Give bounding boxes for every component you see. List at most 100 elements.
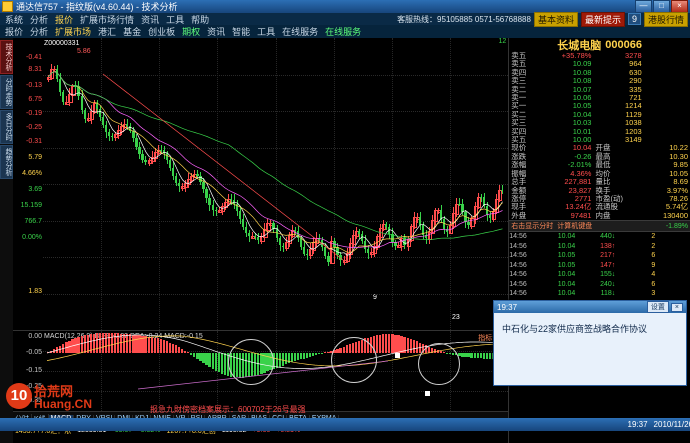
rail-item-multiday[interactable]: 多日分时 xyxy=(0,110,13,144)
tab-online-service[interactable]: 在线服务 xyxy=(322,25,364,38)
tab-options[interactable]: 资讯 xyxy=(204,25,228,38)
tick-row[interactable]: 14:56 10.05 217↑ 6 xyxy=(509,251,690,261)
news-popup[interactable]: 19:37 设置 × 中石化与22家供应商签战略合作协议 xyxy=(493,300,687,386)
quote-row: 卖一 10.06 721 xyxy=(509,94,690,102)
tick-volume: 6 xyxy=(615,251,655,261)
tab-ext-market[interactable]: 扩展市场 xyxy=(52,25,94,38)
news-popup-settings-button[interactable]: 设置 xyxy=(647,301,669,313)
tab-analysis[interactable]: 分析 xyxy=(27,25,51,38)
price-axis-left: -0.41 8.31 -0.13 6.75 -0.19 -0.25 -0.31 … xyxy=(13,38,43,330)
quote-row: 买四 10.01 1203 xyxy=(509,128,690,136)
tick-change: 217↑ xyxy=(575,251,615,261)
macd-marker xyxy=(395,353,400,358)
price-plot[interactable]: Z00000331 5.86 9 23 12 xyxy=(43,38,508,330)
panel-bar-left[interactable]: 右击显示分时 xyxy=(511,221,553,231)
pill-count[interactable]: 9 xyxy=(628,13,641,25)
axis-label-9: 3.69 xyxy=(28,186,42,193)
tick-volume: 2 xyxy=(615,232,655,242)
axis-label-7: 5.79 xyxy=(28,154,42,161)
tick-time: 14:56 xyxy=(509,261,535,271)
menu-bar[interactable]: 系统 分析 报价 扩展市场行情 资讯 工具 帮助 客服热线：95105885 0… xyxy=(0,13,690,25)
tick-list[interactable]: 14:56 10.04 440↓ 2 14:56 10.04 138↑ 2 14:56 10.05… xyxy=(509,232,690,299)
panel-bar-mid[interactable]: 计算机键盘 xyxy=(557,221,592,231)
tab-fund[interactable]: 创业板 xyxy=(145,25,178,38)
menu-item-news[interactable]: 资讯 xyxy=(138,13,162,26)
pill-hk-quote[interactable]: 港股行情 xyxy=(644,12,688,27)
axis-label-10: 15.159 xyxy=(21,202,42,209)
watermark-line2: Huang.CN xyxy=(34,397,92,411)
menu-item-system[interactable]: 系统 xyxy=(2,13,26,26)
rail-item-trend[interactable]: 趋势分析 xyxy=(0,145,13,179)
rail-item-technical[interactable]: 技术分析 xyxy=(0,40,13,74)
axis-label-6: -0.31 xyxy=(26,138,42,145)
quote-code: 000066 xyxy=(605,39,642,51)
watermark-logo: 10 拾荒网 Huang.CN xyxy=(6,381,90,415)
tick-change: 147↑ xyxy=(575,261,615,271)
tick-change: 118↓ xyxy=(575,289,615,299)
axis-label-3: 6.75 xyxy=(28,96,42,103)
axis-label-11: 766.7 xyxy=(24,218,42,225)
tick-time: 14:56 xyxy=(509,270,535,280)
rail-item-intraday[interactable]: 分时走势 xyxy=(0,75,13,109)
watermark-number: 10 xyxy=(6,383,32,409)
tick-time: 14:56 xyxy=(509,251,535,261)
menu-item-analysis[interactable]: 分析 xyxy=(27,13,51,26)
tick-volume: 6 xyxy=(615,280,655,290)
tick-change: 155↓ xyxy=(575,270,615,280)
menu-item-quote[interactable]: 报价 xyxy=(52,13,76,26)
quote-table: 卖五 +35.78% 3278 卖五 10.09 964 卖四 10.08 630 卖三 10.08… xyxy=(509,52,690,220)
pill-latest-tip[interactable]: 最新提示 xyxy=(581,12,625,27)
tick-row[interactable]: 14:56 10.04 240↓ 6 xyxy=(509,280,690,290)
tick-row[interactable]: 14:56 10.04 155↓ 4 xyxy=(509,270,690,280)
macd-annotation-circle xyxy=(418,343,460,385)
news-popup-titlebar: 19:37 设置 × xyxy=(494,301,686,313)
stat-cell-8-2: 内盘 xyxy=(593,212,643,220)
tick-time: 14:56 xyxy=(509,232,535,242)
quote-row: 卖五 +35.78% 3278 xyxy=(509,52,690,60)
status-date: 2010/11/26 xyxy=(654,420,690,429)
axis-label-5: -0.25 xyxy=(26,124,42,131)
menu-item-tools[interactable]: 工具 xyxy=(163,13,187,26)
tab-forex[interactable]: 基金 xyxy=(120,25,144,38)
quote-title: 长城电脑 000066 xyxy=(509,38,690,52)
tab-hk[interactable]: 港汇 xyxy=(95,25,119,38)
tick-change: 440↓ xyxy=(575,232,615,242)
tab-tools[interactable]: 在线服务 xyxy=(279,25,321,38)
stat-row-8: 外盘 97481 内盘 130400 xyxy=(509,212,690,220)
axis-label-12: 0.00% xyxy=(22,234,42,241)
pill-basic-info[interactable]: 基本资料 xyxy=(534,12,578,27)
tick-volume: 9 xyxy=(615,261,655,271)
menu-item-help[interactable]: 帮助 xyxy=(188,13,212,26)
tab-quote[interactable]: 报价 xyxy=(2,25,26,38)
macd-plot[interactable]: MACD(12,26,9) DIFF:-0.32 DEA:-0.24 MACD:… xyxy=(43,331,508,411)
tick-price: 10.04 xyxy=(535,242,575,252)
tick-time: 14:56 xyxy=(509,280,535,290)
tick-row[interactable]: 14:56 10.04 440↓ 2 xyxy=(509,232,690,242)
tab-gem[interactable]: 期权 xyxy=(179,25,203,38)
tick-volume: 3 xyxy=(615,289,655,299)
scrolling-notice: 报急九財傍密档案展示：600702于26号最强 xyxy=(150,404,306,415)
quote-row: 卖三 10.08 290 xyxy=(509,77,690,85)
tab-smart[interactable]: 工具 xyxy=(254,25,278,38)
tick-row[interactable]: 14:56 10.04 118↓ 3 xyxy=(509,289,690,299)
tick-price: 10.04 xyxy=(535,232,575,242)
tick-row[interactable]: 14:56 10.04 138↑ 2 xyxy=(509,242,690,252)
quote-panel-bar[interactable]: 右击显示分时 计算机键盘 -1.89% xyxy=(509,220,690,232)
tick-row[interactable]: 14:56 10.05 147↑ 9 xyxy=(509,261,690,271)
quote-row: 买三 10.03 1038 xyxy=(509,119,690,127)
menu-item-extmarket[interactable]: 扩展市场行情 xyxy=(77,13,137,26)
price-chart[interactable]: -0.41 8.31 -0.13 6.75 -0.19 -0.25 -0.31 … xyxy=(13,38,508,331)
tab-info[interactable]: 智能 xyxy=(229,25,253,38)
news-popup-text: 中石化与22家供应商签战略合作协议 xyxy=(494,313,686,346)
tick-price: 10.04 xyxy=(535,289,575,299)
macd-annotation-circle xyxy=(228,339,274,385)
macd-marker xyxy=(425,391,430,396)
quote-row: 卖五 10.09 964 xyxy=(509,60,690,68)
macd-axis-1: -0.05 xyxy=(26,349,42,356)
axis-label-0: -0.41 xyxy=(26,54,42,61)
panel-bar-right: -1.89% xyxy=(666,223,688,230)
app-window: 通达信757 - 指纹版(v4.60.44) - 技术分析 — □ × 系统 分… xyxy=(0,0,690,431)
status-time: 19:37 xyxy=(628,420,648,429)
news-popup-close-button[interactable]: × xyxy=(671,303,683,312)
quote-row: 买一 10.05 1214 xyxy=(509,102,690,110)
